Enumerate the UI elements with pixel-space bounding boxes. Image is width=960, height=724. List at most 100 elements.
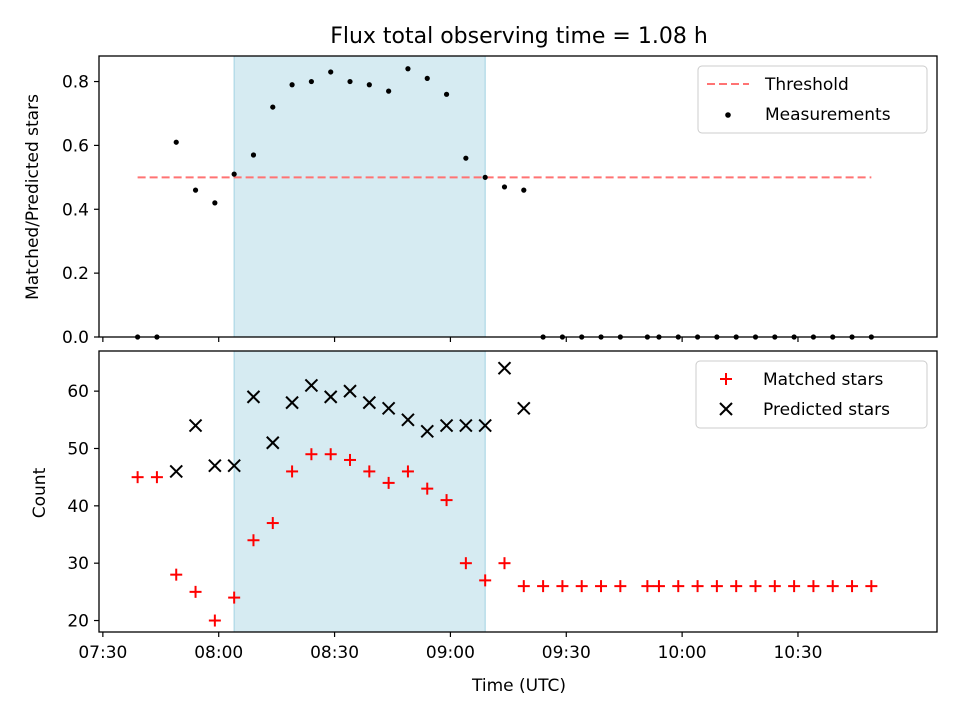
measurement-point <box>521 187 527 193</box>
matched-stars-point <box>641 580 654 593</box>
y-tick-label: 0.6 <box>62 136 89 156</box>
predicted-stars-point <box>517 401 531 416</box>
matched-stars-point <box>150 471 163 484</box>
predicted-stars-point <box>459 418 473 433</box>
predicted-legend-label: Predicted stars <box>763 400 890 420</box>
measurement-point <box>270 104 276 110</box>
y-tick-label: 0.8 <box>62 73 89 93</box>
predicted-stars-point <box>478 418 492 433</box>
measurement-point <box>231 171 237 177</box>
observing-window-shade <box>234 351 486 632</box>
predicted-stars-point <box>401 413 415 427</box>
measurement-point <box>386 88 392 94</box>
x-tick-label: 09:00 <box>426 643 475 663</box>
measurement-point <box>347 78 353 85</box>
predicted-stars-point <box>285 395 299 410</box>
matched-stars-point <box>788 580 801 593</box>
ratio-y-axis-label: Matched/Predicted stars <box>23 94 43 300</box>
measurement-point <box>463 155 469 161</box>
predicted-stars-point <box>323 390 338 404</box>
y-tick-label: 50 <box>67 439 89 459</box>
matched-stars-point <box>401 465 414 478</box>
predicted-stars-point <box>266 436 280 450</box>
matched-stars-point <box>421 482 434 495</box>
x-tick-label: 09:30 <box>542 643 591 663</box>
y-tick-label: 40 <box>67 497 89 517</box>
measurement-point <box>192 187 199 193</box>
matched-stars-point <box>846 580 859 593</box>
predicted-stars-point <box>420 424 434 438</box>
matched-stars-point <box>170 568 183 581</box>
y-tick-label: 0.4 <box>62 200 89 220</box>
matched-stars-point <box>575 580 588 593</box>
matched-stars-point <box>865 580 878 593</box>
ratio-panel: 0.00.20.40.60.8 Matched/Predicted stars … <box>23 55 938 348</box>
matched-stars-point <box>247 534 260 547</box>
matched-stars-point <box>305 448 318 461</box>
matched-stars-point <box>382 476 395 489</box>
predicted-stars-point <box>246 390 261 404</box>
matched-legend-label: Matched stars <box>763 370 883 390</box>
matched-stars-point <box>459 557 472 570</box>
y-tick-label: 0.0 <box>62 328 89 348</box>
measurement-point <box>366 82 372 88</box>
matched-stars-point <box>749 580 762 593</box>
matched-stars-point <box>826 580 839 593</box>
count-y-axis-label: Count <box>30 467 50 518</box>
matched-stars-point <box>479 574 492 587</box>
matched-legend-swatch <box>720 373 732 385</box>
measurement-point <box>308 78 314 85</box>
x-tick-label: 07:30 <box>78 643 127 663</box>
measurement-point <box>405 66 411 72</box>
predicted-stars-point <box>188 418 203 433</box>
matched-stars-point <box>672 580 685 593</box>
count-legend-box <box>695 360 928 429</box>
matched-stars-point <box>517 580 530 593</box>
predicted-stars-point <box>343 384 357 398</box>
predicted-stars-point <box>169 464 183 479</box>
matched-stars-point <box>189 585 202 598</box>
measurement-point <box>501 184 508 190</box>
predicted-stars-point <box>362 395 377 410</box>
ratio-legend: Threshold Measurements <box>697 65 928 134</box>
observing-window-shade <box>234 56 486 337</box>
ratio-panel-frame <box>98 55 938 338</box>
y-tick-label: 0.2 <box>62 264 89 284</box>
measurement-point <box>482 174 488 180</box>
predicted-legend-swatch <box>719 402 733 416</box>
matched-stars-point <box>286 465 299 478</box>
x-tick-label: 08:00 <box>194 643 243 663</box>
matched-stars-point <box>807 580 820 593</box>
matched-stars-point <box>768 580 781 593</box>
matched-stars-point <box>498 557 511 570</box>
x-tick-label: 10:00 <box>658 643 707 663</box>
predicted-stars-point <box>439 418 454 433</box>
y-tick-label: 20 <box>67 612 89 632</box>
y-tick-label: 30 <box>67 554 89 574</box>
count-legend: Matched stars Predicted stars <box>695 360 928 429</box>
measurement-point <box>289 82 295 88</box>
measurement-point <box>212 200 218 206</box>
measurement-point <box>173 139 179 145</box>
figure-title: Flux total observing time = 1.08 h <box>330 24 708 49</box>
measurements-legend-label: Measurements <box>765 105 891 125</box>
matched-stars-point <box>614 580 627 593</box>
matched-stars-point <box>344 453 357 466</box>
predicted-stars-point <box>497 361 512 375</box>
matched-stars-point <box>228 591 241 604</box>
measurements-legend-swatch <box>725 112 731 118</box>
predicted-stars-point <box>381 401 396 416</box>
matched-stars-point <box>131 471 144 484</box>
predicted-stars-point <box>227 458 241 473</box>
matched-stars-point <box>363 465 376 478</box>
measurement-point <box>443 91 450 97</box>
matched-stars-point <box>208 614 221 627</box>
matched-stars-point <box>266 517 279 530</box>
x-tick-label: 10:30 <box>773 643 822 663</box>
measurement-point <box>424 75 430 81</box>
matched-stars-point <box>691 580 704 593</box>
count-panel: 20 30 40 50 60 07:30 08:00 08:30 09:00 09:30 10:00… <box>30 350 938 663</box>
matched-stars-point <box>595 580 608 593</box>
x-tick-label: 08:30 <box>310 643 359 663</box>
threshold-legend-label: Threshold <box>764 75 849 95</box>
